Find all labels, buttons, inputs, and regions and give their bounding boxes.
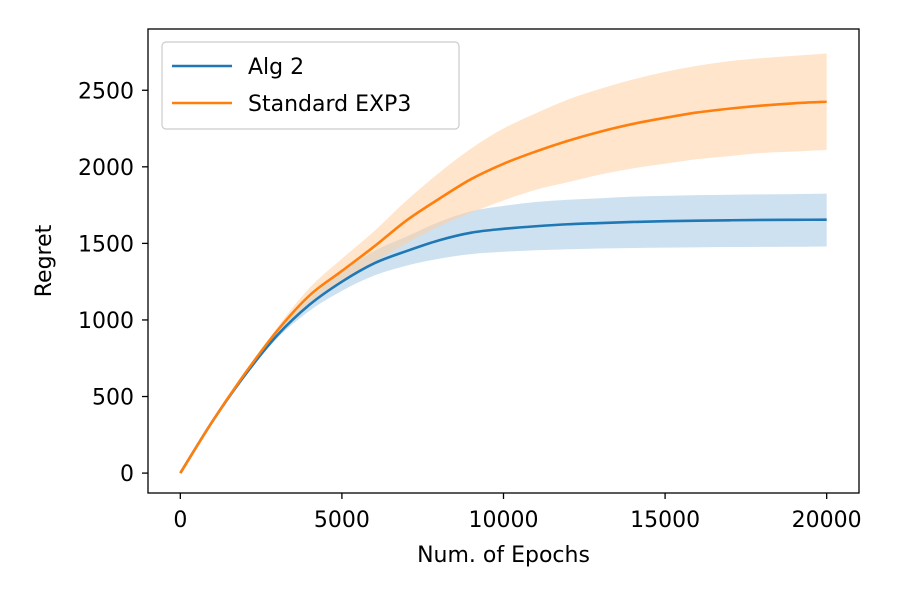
- legend: Alg 2 Standard EXP3: [161, 41, 460, 130]
- y-tick-label: 500: [92, 386, 134, 411]
- x-tick-label: 15000: [630, 508, 700, 533]
- y-tick-label: 2000: [78, 156, 134, 181]
- y-tick-label: 2500: [78, 79, 134, 104]
- band-alg-2: [180, 193, 827, 474]
- x-tick-label: 5000: [314, 508, 370, 533]
- x-axis: 0 5000 10000 15000 20000: [173, 493, 862, 533]
- line-alg-2: [179, 218, 827, 474]
- line-standard-exp3: [179, 100, 827, 474]
- legend-box: [161, 41, 460, 130]
- legend-label-standard-exp3: Standard EXP3: [248, 92, 411, 117]
- y-tick-label: 1500: [78, 232, 134, 257]
- series-lines: [179, 100, 827, 474]
- y-axis: 0 500 1000 1500 2000 2500: [78, 79, 148, 487]
- x-tick-label: 0: [173, 508, 187, 533]
- x-tick-label: 10000: [469, 508, 539, 533]
- y-tick-label: 1000: [78, 309, 134, 334]
- x-tick-label: 20000: [792, 508, 862, 533]
- y-tick-label: 0: [120, 462, 134, 487]
- legend-label-alg-2: Alg 2: [248, 55, 304, 80]
- y-axis-title: Regret: [32, 224, 57, 297]
- x-axis-title: Num. of Epochs: [417, 543, 590, 568]
- band-standard-exp3: [180, 53, 827, 474]
- confidence-bands: [180, 53, 827, 474]
